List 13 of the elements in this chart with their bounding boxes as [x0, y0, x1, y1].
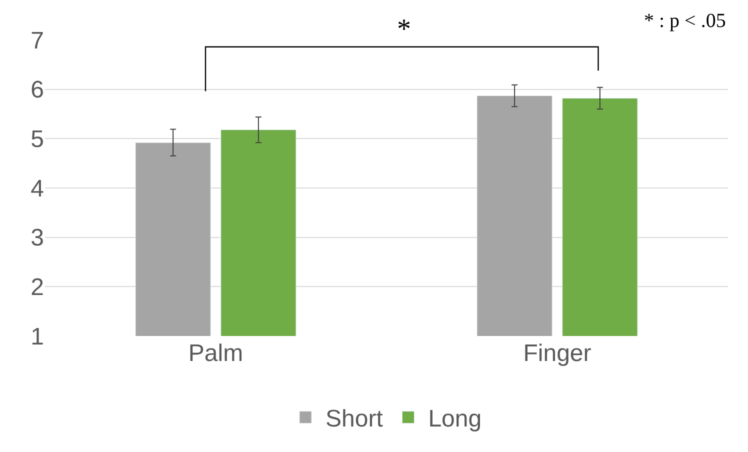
y-tick-label: 3: [30, 224, 44, 252]
y-tick-label: 6: [30, 76, 44, 104]
y-tick-label: 1: [30, 323, 44, 350]
x-tick-label: Finger: [523, 340, 592, 367]
text: * : p < .05: [644, 10, 726, 32]
x-tick-label: Palm: [188, 340, 244, 367]
legend-label: Long: [428, 406, 482, 433]
annotation: *: [397, 14, 411, 45]
y-tick-label: 2: [30, 274, 44, 302]
legend-label: Short: [326, 406, 384, 433]
y-tick-label: 5: [30, 126, 44, 154]
y-tick-label: 4: [30, 175, 44, 202]
y-tick-label: 7: [30, 27, 44, 54]
